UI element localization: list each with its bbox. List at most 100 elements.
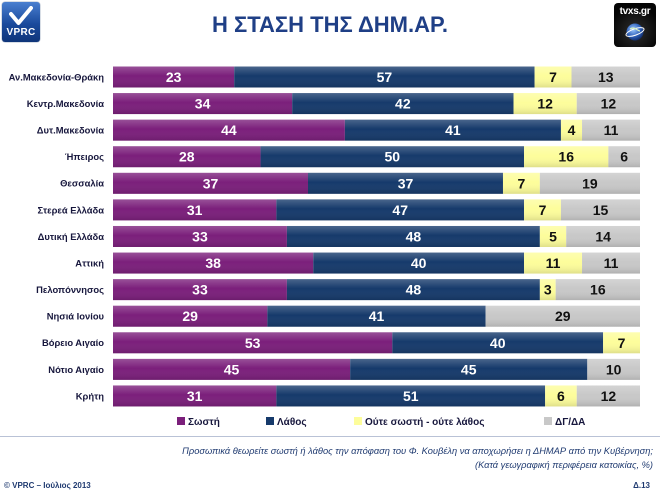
data-label: 40 — [490, 335, 506, 351]
legend-label: Λάθος — [277, 417, 307, 428]
data-label: 29 — [182, 308, 198, 324]
data-label: 53 — [245, 335, 261, 351]
data-label: 37 — [203, 175, 219, 191]
category-label: Αν.Μακεδονία-Θράκη — [9, 71, 105, 82]
category-label: Θεσσαλία — [60, 178, 104, 189]
legend-item: Ούτε σωστή - ούτε λάθος — [354, 417, 484, 428]
data-label: 47 — [392, 202, 408, 218]
data-label: 7 — [518, 175, 526, 191]
data-label: 13 — [598, 69, 614, 85]
data-label: 11 — [546, 255, 561, 271]
bar-row: 33 48 3 16 — [113, 279, 640, 301]
bar-row: 23 57 7 13 — [113, 66, 640, 88]
category-label: Ήπειρος — [65, 151, 104, 162]
category-label: Δυτική Ελλάδα — [38, 231, 105, 242]
data-label: 12 — [601, 388, 617, 404]
data-label: 28 — [179, 149, 195, 165]
data-label: 6 — [620, 149, 628, 165]
category-axis: Αν.Μακεδονία-Θράκη Κεντρ.Μακεδονία Δυτ.Μακ… — [9, 71, 105, 401]
data-label: 37 — [398, 175, 414, 191]
vprc-logo: VPRC — [2, 2, 40, 42]
legend-item: ΔΓ/ΔΑ — [544, 417, 585, 428]
category-label: Δυτ.Μακεδονία — [37, 125, 104, 136]
data-label: 48 — [406, 228, 422, 244]
bar-row: 28 50 16 6 — [113, 146, 640, 168]
category-label: Νησιά Ιονίου — [47, 311, 105, 322]
bar-row: 34 42 12 12 — [113, 93, 640, 115]
data-label: 6 — [557, 388, 565, 404]
category-label: Βόρειο Αιγαίο — [42, 337, 104, 348]
bar-row: 29 41 29 — [113, 305, 640, 327]
legend-swatch — [544, 417, 552, 425]
data-label: 45 — [224, 361, 240, 377]
category-label: Κρήτη — [76, 390, 104, 401]
copyright: © VPRC – Ιούλιος 2013 — [4, 481, 91, 490]
tvxs-logo: tvxs.gr — [614, 3, 656, 47]
page-title: Η ΣΤΑΣΗ ΤΗΣ ΔΗΜ.ΑΡ. — [212, 12, 448, 37]
data-label: 11 — [604, 255, 619, 271]
data-label: 12 — [601, 96, 617, 112]
tvxs-logo-text: tvxs.gr — [619, 6, 651, 17]
data-label: 44 — [221, 122, 237, 138]
bar-row: 38 40 11 11 — [113, 252, 640, 274]
slide-id: Δ.13 — [633, 481, 650, 490]
legend-label: ΔΓ/ΔΑ — [555, 417, 585, 428]
data-label: 41 — [369, 308, 385, 324]
bar-row: 31 47 7 15 — [113, 199, 640, 221]
check-icon — [9, 6, 33, 25]
bar-row: 44 41 4 11 — [113, 119, 640, 141]
data-label: 31 — [187, 388, 203, 404]
footer-divider — [0, 436, 660, 437]
data-label: 31 — [187, 202, 203, 218]
legend: Σωστή Λάθος Ούτε σωστή - ούτε λάθος ΔΓ/ΔΑ — [177, 417, 585, 428]
data-label: 16 — [590, 282, 606, 298]
globe-icon — [625, 23, 645, 41]
data-label: 15 — [593, 202, 609, 218]
data-label: 33 — [192, 228, 208, 244]
data-label: 19 — [582, 175, 598, 191]
data-label: 40 — [411, 255, 427, 271]
data-label: 3 — [544, 282, 552, 298]
bar-row: 53 40 7 — [113, 332, 640, 354]
legend-item: Λάθος — [266, 417, 307, 428]
category-label: Πελοπόννησος — [36, 284, 104, 295]
data-label: 38 — [205, 255, 221, 271]
bar-row: 37 37 7 19 — [113, 172, 640, 194]
data-label: 4 — [568, 122, 576, 138]
data-label: 14 — [595, 228, 611, 244]
data-label: 42 — [395, 96, 411, 112]
data-label: 10 — [606, 361, 622, 377]
legend-label: Σωστή — [188, 417, 220, 428]
vprc-logo-text: VPRC — [6, 27, 36, 38]
data-label: 45 — [461, 361, 477, 377]
survey-note: (Κατά γεωγραφική περιφέρεια κατοικίας, %… — [474, 460, 653, 470]
data-label: 7 — [539, 202, 547, 218]
category-label: Αττική — [75, 258, 104, 269]
legend-item: Σωστή — [177, 417, 220, 428]
data-label: 41 — [445, 122, 461, 138]
data-label: 23 — [166, 69, 182, 85]
data-label: 51 — [403, 388, 419, 404]
data-label: 7 — [549, 69, 557, 85]
data-label: 33 — [192, 282, 208, 298]
legend-swatch — [354, 417, 362, 425]
category-label: Νότιο Αιγαίο — [48, 364, 104, 375]
survey-question: Προσωπικά θεωρείτε σωστή ή λάθος την από… — [182, 446, 653, 456]
category-label: Κεντρ.Μακεδονία — [27, 98, 105, 109]
legend-swatch — [177, 417, 185, 425]
data-label: 50 — [385, 149, 401, 165]
data-label: 16 — [558, 149, 574, 165]
bar-row: 33 48 5 14 — [113, 225, 640, 247]
legend-swatch — [266, 417, 274, 425]
data-label: 11 — [604, 122, 619, 138]
bar-row: 31 51 6 12 — [113, 385, 640, 407]
data-label: 7 — [618, 335, 626, 351]
data-label: 29 — [555, 308, 571, 324]
data-label: 48 — [406, 282, 422, 298]
data-label: 34 — [195, 96, 211, 112]
data-label: 12 — [537, 96, 553, 112]
bar-row: 45 45 10 — [113, 358, 640, 380]
data-label: 5 — [549, 228, 557, 244]
